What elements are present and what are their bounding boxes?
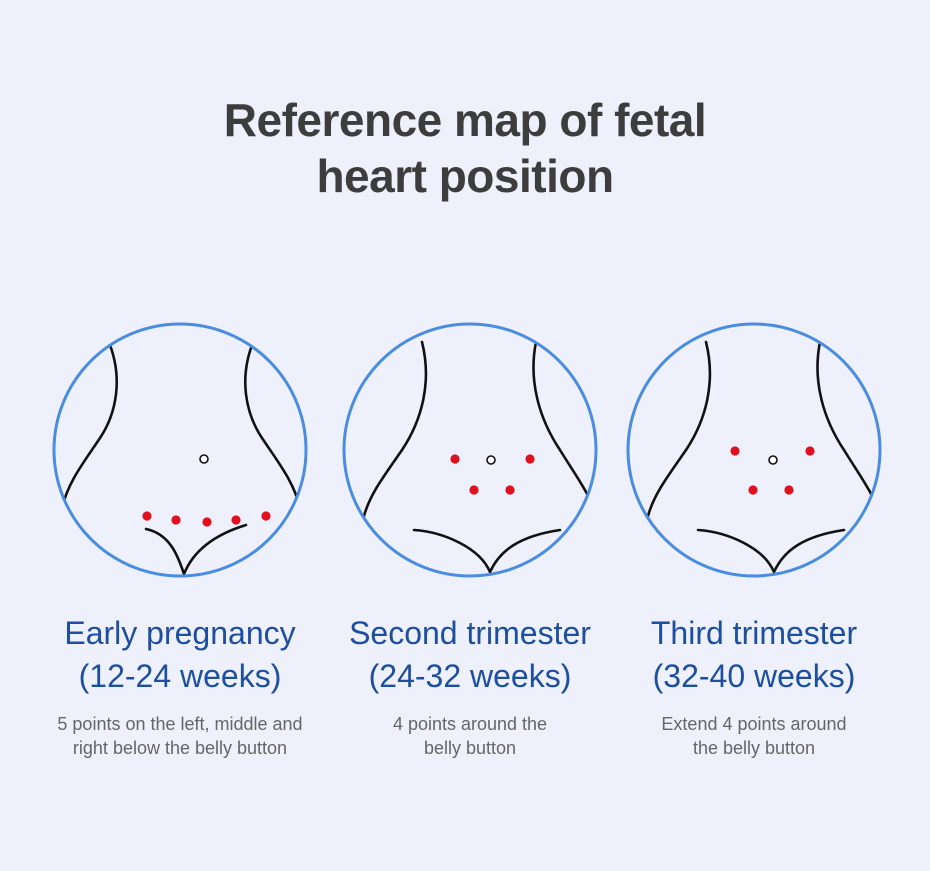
heart-point-3 [748,485,758,495]
heart-point-5 [261,511,271,521]
stage-description: 5 points on the left, middle and right b… [30,712,330,760]
right-waist-line [243,338,302,510]
belly-button-icon [486,455,496,465]
stage-description-line-1: Extend 4 points around [661,714,847,734]
stage-description-line-2: belly button [423,738,517,758]
heart-point-4 [231,515,241,525]
stage-description: Extend 4 points around the belly button [604,712,904,760]
stage-weeks: (24-32 weeks) [368,658,572,694]
stage-name-line-1: Third trimester [650,615,858,651]
groin-line [144,523,248,576]
belly-diagram-early-pregnancy [52,322,308,578]
stage-name: Second trimester (24-32 weeks) [320,612,620,698]
stage-description: 4 points around the belly button [320,712,620,760]
left-waist-line [60,338,119,510]
heart-point-3 [469,485,479,495]
stage-weeks: (32-40 weeks) [652,658,856,694]
stage-name: Third trimester (32-40 weeks) [604,612,904,698]
stage-name-line-1: Early pregnancy [64,615,296,651]
heart-point-1 [450,454,460,464]
stage-description-line-2: right below the belly button [72,738,288,758]
belly-outline-circle [626,322,882,578]
stage-name-line-1: Second trimester [349,615,591,651]
belly-diagram-third-trimester [626,322,882,578]
stage-weeks: (12-24 weeks) [78,658,282,694]
stage-panel-early-pregnancy: Early pregnancy (12-24 weeks) 5 points o… [30,320,330,760]
heart-point-4 [784,485,794,495]
groin-line [412,528,562,576]
stage-panel-third-trimester: Third trimester (32-40 weeks) Extend 4 p… [604,320,904,760]
heart-point-2 [805,446,815,456]
page-title: Reference map of fetal heart position [0,92,930,204]
left-waist-line [362,340,428,518]
groin-line [696,528,846,576]
left-waist-line [646,340,712,518]
belly-outline-circle [342,322,598,578]
heart-point-1 [730,446,740,456]
stage-description-line-1: 5 points on the left, middle and [57,714,303,734]
heart-point-4 [505,485,515,495]
heart-point-2 [525,454,535,464]
belly-outline-circle [52,322,308,578]
heart-point-1 [142,511,152,521]
belly-button-icon [768,455,778,465]
stage-description-line-2: the belly button [692,738,816,758]
page-title-line-2: heart position [316,150,614,202]
stage-name: Early pregnancy (12-24 weeks) [30,612,330,698]
heart-point-2 [171,515,181,525]
stage-description-line-1: 4 points around the [392,714,548,734]
belly-diagram-second-trimester [342,322,598,578]
belly-button-icon [199,454,209,464]
stage-panel-second-trimester: Second trimester (24-32 weeks) 4 points … [320,320,620,760]
page-title-line-1: Reference map of fetal [223,94,707,146]
heart-point-3 [202,517,212,527]
